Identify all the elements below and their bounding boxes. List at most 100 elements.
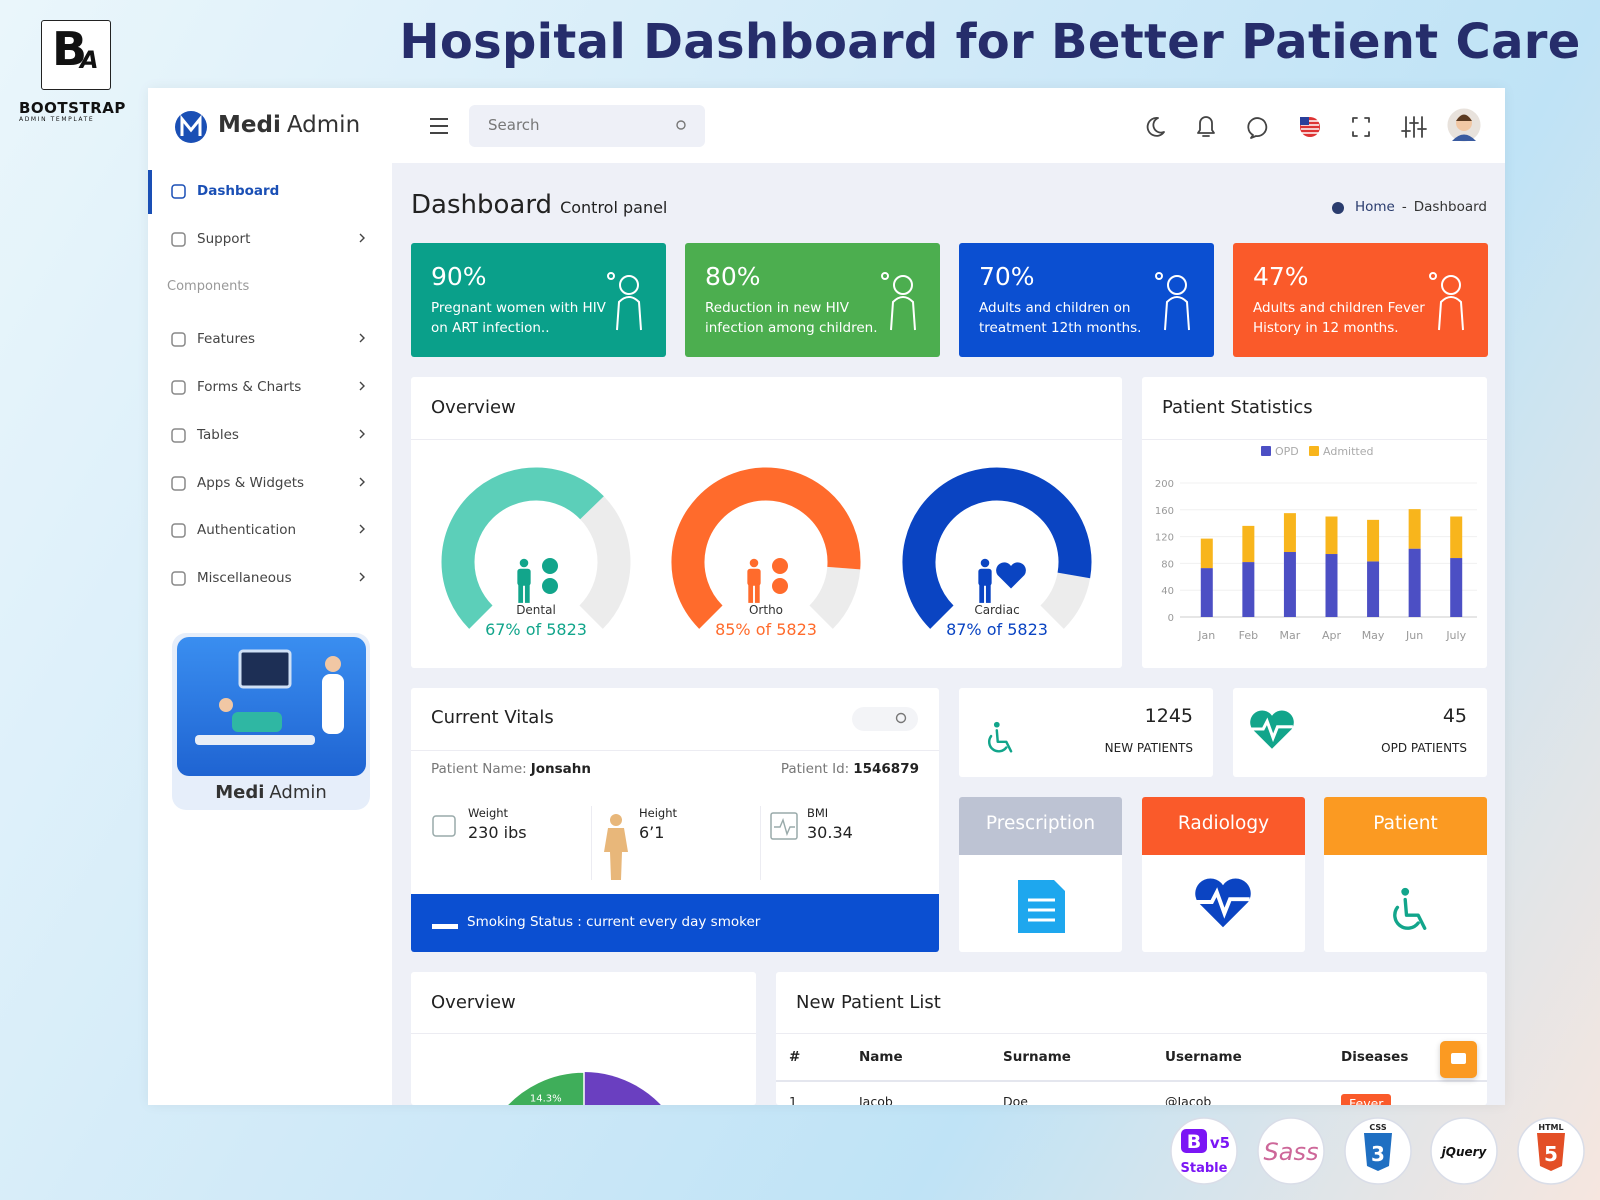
tile-header	[959, 797, 1122, 855]
sidebar-label: Support	[197, 231, 251, 247]
brand-sub: ADMIN TEMPLATE	[19, 116, 95, 123]
page-subheading: Control panel	[560, 198, 668, 217]
promo-image	[177, 637, 366, 776]
card-divider	[776, 1033, 1487, 1034]
card-title: Overview	[431, 397, 516, 418]
stat-text: Reduction in new HIV	[705, 300, 849, 316]
table-header: Name	[859, 1049, 903, 1065]
vital-value: 30.34	[807, 823, 853, 842]
header-bar	[148, 88, 1505, 163]
promo-name: Admin	[269, 782, 327, 803]
patient-id-label: Patient Id:	[780, 761, 850, 777]
counter-card	[1233, 688, 1487, 777]
breadcrumb-current: Dashboard	[1413, 199, 1487, 215]
search-placeholder: Search	[488, 116, 540, 134]
table-cell: Jacob	[859, 1094, 893, 1105]
chat-button[interactable]	[1440, 1041, 1477, 1078]
overview-card	[411, 377, 1122, 668]
counter-value: 1245	[1144, 705, 1193, 727]
card-divider	[1142, 439, 1487, 440]
stat-text: Adults and children Fever	[1253, 300, 1425, 316]
vital-value: 230 ibs	[468, 823, 527, 842]
app-logo-text: Medi Admin	[218, 112, 360, 138]
chart-title: Patient Statistics	[1162, 397, 1313, 418]
table-divider	[776, 1080, 1487, 1082]
sidebar-section: Components	[167, 279, 250, 294]
brand: BOOTSTRAP	[19, 99, 126, 117]
page-heading: Dashboard	[411, 190, 553, 220]
vital-separator	[591, 806, 592, 880]
tile-header	[1324, 797, 1487, 855]
breadcrumb-separator: -	[1401, 199, 1407, 215]
sidebar-label: Dashboard	[197, 183, 280, 199]
disease-badge: Fever	[1341, 1094, 1392, 1105]
card-title: Overview	[431, 992, 516, 1013]
stat-text: infection among children.	[705, 320, 878, 336]
sidebar-label: Apps & Widgets	[197, 475, 305, 491]
counter-label: NEW PATIENTS	[1104, 741, 1193, 755]
vital-value: 6’1	[639, 823, 665, 842]
logo-a: A	[80, 46, 99, 74]
sidebar-item[interactable]	[160, 320, 380, 360]
patient-id: Patient Id: 1546879	[781, 761, 919, 777]
counter-value: 45	[1442, 705, 1467, 727]
banner-title: Hospital Dashboard for Better Patient Ca…	[399, 14, 1581, 70]
smoking-strip	[411, 894, 939, 952]
vital-label: Weight	[468, 806, 509, 820]
card-divider	[411, 439, 1122, 440]
stat-value: 47%	[1253, 262, 1309, 291]
stat-text: on ART infection..	[431, 320, 550, 336]
table-header: #	[789, 1049, 801, 1065]
table-header: Username	[1165, 1049, 1242, 1065]
search-box[interactable]	[469, 105, 705, 147]
tile-label: Prescription	[985, 813, 1096, 834]
app-logo-name: Admin	[286, 112, 361, 138]
sidebar-label: Features	[197, 331, 256, 347]
card-divider	[411, 750, 939, 751]
smoking-text: Smoking Status : current every day smoke…	[467, 914, 761, 930]
tile-header	[1142, 797, 1305, 855]
page-title: Dashboard Control panel	[411, 190, 667, 220]
vital-label: BMI	[807, 806, 829, 820]
sidebar-label: Forms & Charts	[197, 379, 302, 395]
logo-b: B	[52, 22, 88, 76]
counter-card	[959, 688, 1213, 777]
table-cell: Doe	[1003, 1094, 1028, 1105]
card-title: New Patient List	[796, 992, 941, 1013]
promo-text: Medi Admin	[172, 782, 370, 803]
card-divider	[411, 1033, 756, 1034]
patient-name: Patient Name: Jonsahn	[431, 761, 591, 777]
tile-label: Patient	[1373, 813, 1438, 834]
patient-name-value: Jonsahn	[530, 761, 591, 777]
sidebar-item[interactable]	[160, 220, 380, 260]
overview2-card: Overview	[411, 972, 756, 1105]
stat-value: 80%	[705, 262, 761, 291]
card-title: Current Vitals	[431, 707, 554, 728]
counter-label: OPD PATIENTS	[1381, 741, 1467, 755]
tile-label: Radiology	[1177, 813, 1270, 834]
app-logo-name: Medi	[218, 112, 281, 138]
stat-text: History in 12 months.	[1253, 320, 1399, 336]
table-cell: 1	[789, 1094, 797, 1105]
breadcrumb-link: Home	[1355, 199, 1395, 215]
stat-text: Pregnant women with HIV	[431, 300, 606, 316]
vital-label: Height	[639, 806, 678, 820]
chart-card	[1142, 377, 1487, 668]
active-indicator	[148, 170, 152, 214]
patient-name-label: Patient Name:	[431, 761, 527, 777]
stat-value: 70%	[979, 262, 1035, 291]
sidebar-label: Authentication	[197, 522, 297, 538]
table-header: Diseases	[1341, 1049, 1409, 1065]
sidebar-label: Miscellaneous	[197, 570, 292, 586]
promo-name: Medi	[215, 782, 265, 803]
vitals-search[interactable]	[852, 707, 918, 731]
sidebar-label: Tables	[197, 427, 239, 443]
stat-text: treatment 12th months.	[979, 320, 1142, 336]
breadcrumb: Home - Dashboard	[1355, 199, 1487, 215]
sidebar-item[interactable]	[160, 416, 380, 456]
logo-box	[41, 20, 111, 90]
stat-value: 90%	[431, 262, 487, 291]
table-header: Surname	[1003, 1049, 1071, 1065]
stat-text: Adults and children on	[979, 300, 1131, 316]
